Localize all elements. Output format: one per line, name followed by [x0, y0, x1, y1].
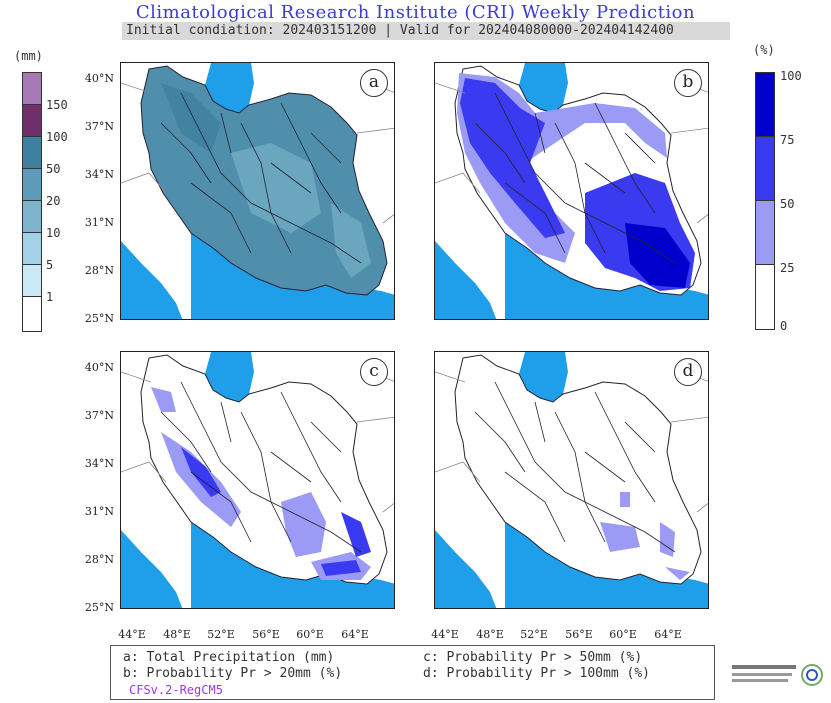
lon-label: 56°E — [565, 628, 593, 641]
panel-label-c: c — [360, 358, 388, 386]
lon-label: 60°E — [296, 628, 324, 641]
lat-label: 34°N — [84, 457, 114, 470]
map-d-svg — [435, 352, 708, 608]
legend-left-label: 150 — [46, 98, 68, 112]
legend-right-label: 0 — [780, 319, 788, 333]
legend-right-unit: (%) — [753, 43, 775, 57]
lat-label: 40°N — [84, 361, 114, 374]
footer-item-c: c: Probability Pr > 50mm (%) — [423, 650, 643, 665]
legend-right-label: 100 — [780, 69, 802, 83]
lon-label: 44°E — [118, 628, 146, 641]
legend-right-label: 75 — [780, 133, 795, 147]
lat-label: 28°N — [84, 264, 114, 277]
lat-label: 25°N — [84, 312, 114, 325]
map-panel-b: b — [434, 62, 709, 320]
lon-label: 64°E — [654, 628, 682, 641]
lat-label: 37°N — [84, 409, 114, 422]
legend-swatch — [23, 265, 41, 297]
lat-label: 28°N — [84, 553, 114, 566]
institute-logo-icon — [732, 664, 823, 686]
footer-legend-box: a: Total Precipitation (mm) b: Probabili… — [110, 645, 715, 700]
panel-label-d: d — [674, 358, 702, 386]
lat-label: 31°N — [84, 505, 114, 518]
panel-label-a: a — [360, 69, 388, 97]
legend-swatch — [756, 73, 774, 137]
legend-right-colorbar — [755, 72, 775, 330]
footer-item-b: b: Probability Pr > 20mm (%) — [123, 666, 343, 681]
lon-label: 52°E — [520, 628, 548, 641]
map-panel-d: d — [434, 351, 709, 609]
chart-subtitle: Initial condiation: 202403151200 | Valid… — [122, 22, 730, 40]
lat-label: 40°N — [84, 72, 114, 85]
legend-swatch — [23, 169, 41, 201]
footer-item-d: d: Probability Pr > 100mm (%) — [423, 666, 650, 681]
legend-left-label: 1 — [46, 290, 54, 304]
lat-label: 25°N — [84, 601, 114, 614]
legend-left-label: 100 — [46, 130, 68, 144]
legend-swatch — [23, 233, 41, 265]
lat-label: 34°N — [84, 168, 114, 181]
footer-item-a: a: Total Precipitation (mm) — [123, 650, 335, 665]
legend-left-label: 10 — [46, 226, 61, 240]
legend-swatch — [756, 137, 774, 201]
legend-swatch — [756, 201, 774, 265]
legend-right-label: 25 — [780, 261, 795, 275]
legend-swatch — [23, 73, 41, 105]
lon-label: 48°E — [163, 628, 191, 641]
map-panel-a: a — [120, 62, 395, 320]
legend-swatch — [756, 265, 774, 329]
lon-label: 64°E — [341, 628, 369, 641]
map-a-svg — [121, 63, 394, 319]
chart-title: Climatological Research Institute (CRI) … — [135, 2, 696, 23]
institute-logo — [730, 655, 826, 697]
legend-right-label: 50 — [780, 197, 795, 211]
panel-label-b: b — [674, 69, 702, 97]
lon-label: 60°E — [609, 628, 637, 641]
model-label: CFSv.2-RegCM5 — [129, 683, 223, 697]
lon-label: 44°E — [431, 628, 459, 641]
legend-swatch — [23, 137, 41, 169]
lat-label: 31°N — [84, 216, 114, 229]
legend-left-colorbar — [22, 72, 42, 332]
legend-left-unit: (mm) — [14, 49, 43, 63]
map-panel-c: c — [120, 351, 395, 609]
legend-swatch — [23, 297, 41, 329]
legend-swatch — [23, 201, 41, 233]
lon-label: 56°E — [252, 628, 280, 641]
map-b-svg — [435, 63, 708, 319]
legend-left-label: 5 — [46, 258, 54, 272]
lon-label: 52°E — [207, 628, 235, 641]
legend-left-label: 20 — [46, 194, 61, 208]
lat-label: 37°N — [84, 120, 114, 133]
lon-label: 48°E — [476, 628, 504, 641]
map-c-svg — [121, 352, 394, 608]
legend-left-label: 50 — [46, 162, 61, 176]
legend-swatch — [23, 105, 41, 137]
